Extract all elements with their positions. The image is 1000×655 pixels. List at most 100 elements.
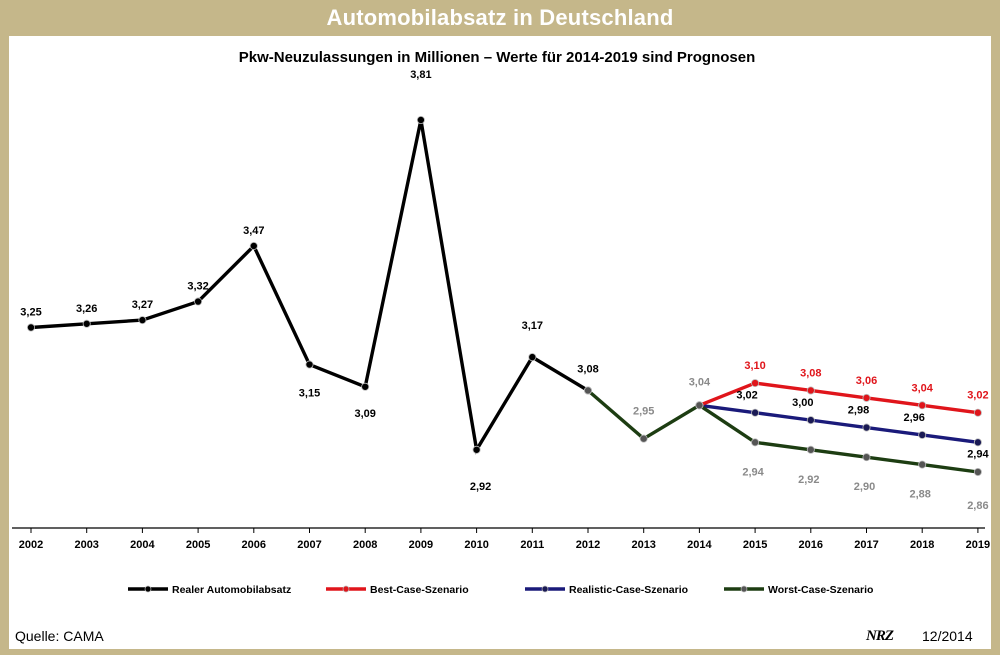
x-tick-label: 2018 bbox=[910, 539, 934, 551]
data-label-worst: 2,95 bbox=[633, 406, 654, 418]
data-point-real bbox=[305, 360, 314, 369]
data-label-real: 3,17 bbox=[522, 320, 543, 332]
x-tick-label: 2014 bbox=[687, 539, 712, 551]
data-point-real bbox=[528, 353, 537, 362]
data-label-worst: 2,94 bbox=[742, 466, 764, 478]
data-point-realistic bbox=[751, 408, 760, 417]
page-title: Automobilabsatz in Deutschland bbox=[326, 5, 674, 30]
data-label-worst: 3,04 bbox=[689, 376, 711, 388]
data-label-worst: 2,86 bbox=[967, 500, 988, 512]
data-label-best: 3,08 bbox=[800, 367, 821, 379]
series-line-worst bbox=[586, 388, 980, 474]
data-point-real bbox=[138, 316, 147, 325]
x-tick-label: 2012 bbox=[576, 539, 600, 551]
data-point-best bbox=[806, 386, 815, 395]
data-label-best: 3,02 bbox=[967, 390, 988, 402]
x-tick-label: 2004 bbox=[130, 539, 155, 551]
data-label-best: 3,04 bbox=[911, 382, 933, 394]
data-label-real: 3,08 bbox=[577, 363, 598, 375]
source-note: Quelle: CAMA bbox=[15, 628, 104, 644]
data-point-best bbox=[751, 379, 760, 388]
legend-marker-real bbox=[144, 585, 152, 593]
data-point-worst bbox=[751, 438, 760, 447]
data-point-best bbox=[918, 401, 927, 410]
x-tick-label: 2005 bbox=[186, 539, 210, 551]
data-label-realistic: 2,98 bbox=[848, 405, 869, 417]
legend-label-real: Realer Automobilabsatz bbox=[172, 584, 291, 596]
series-line-real bbox=[29, 119, 590, 455]
x-tick-label: 2016 bbox=[799, 539, 823, 551]
data-point-worst bbox=[584, 386, 593, 395]
x-tick-label: 2008 bbox=[353, 539, 377, 551]
x-tick-label: 2017 bbox=[854, 539, 878, 551]
data-label-realistic: 3,02 bbox=[736, 390, 757, 402]
x-tick-label: 2002 bbox=[19, 539, 43, 551]
x-tick-label: 2013 bbox=[631, 539, 655, 551]
data-point-real bbox=[26, 323, 35, 332]
legend: Realer Automobilabsatz Best-Case-Szenario… bbox=[128, 584, 873, 596]
data-label-real: 3,15 bbox=[299, 388, 320, 400]
series-lines bbox=[29, 119, 980, 474]
x-tick-label: 2003 bbox=[74, 539, 98, 551]
series-points bbox=[26, 116, 982, 476]
data-point-real bbox=[416, 116, 425, 125]
x-tick-label: 2006 bbox=[242, 539, 266, 551]
data-point-worst bbox=[862, 453, 871, 462]
data-point-real bbox=[194, 297, 203, 306]
publication-date: 12/2014 bbox=[922, 628, 973, 644]
publisher-logo: NRZ bbox=[866, 628, 894, 644]
data-point-best bbox=[862, 393, 871, 402]
x-tick-label: 2011 bbox=[520, 539, 544, 551]
x-tick-label: 2010 bbox=[464, 539, 488, 551]
legend-label-worst: Worst-Case-Szenario bbox=[768, 584, 873, 596]
data-label-worst: 2,90 bbox=[854, 481, 875, 493]
data-point-realistic bbox=[918, 430, 927, 439]
x-tick-label: 2015 bbox=[743, 539, 767, 551]
x-tick-label: 2019 bbox=[966, 539, 990, 551]
x-tick-label: 2009 bbox=[409, 539, 433, 551]
data-label-realistic: 2,96 bbox=[903, 412, 924, 424]
data-point-real bbox=[361, 382, 370, 391]
chart-panel bbox=[9, 36, 991, 649]
data-label-real: 3,47 bbox=[243, 225, 264, 237]
chart-title: Pkw-Neuzulassungen in Millionen – Werte … bbox=[239, 49, 756, 66]
data-label-best: 3,10 bbox=[744, 360, 765, 372]
data-label-best: 3,06 bbox=[856, 375, 877, 387]
data-labels: 3,25 3,26 3,27 3,32 3,47 3,15 3,09 3,81 2,92 3,17… bbox=[20, 69, 989, 512]
header-bar: Automobilabsatz in Deutschland bbox=[0, 0, 1000, 36]
data-label-real: 3,25 bbox=[20, 306, 41, 318]
data-label-real: 3,27 bbox=[132, 299, 153, 311]
data-label-realistic: 2,94 bbox=[967, 448, 989, 460]
x-tick-label: 2007 bbox=[297, 539, 321, 551]
series-line-best bbox=[697, 381, 980, 415]
legend-label-realistic: Realistic-Case-Szenario bbox=[569, 584, 688, 596]
data-point-real bbox=[472, 445, 481, 454]
data-point-best bbox=[973, 408, 982, 417]
data-point-realistic bbox=[806, 416, 815, 425]
data-label-real: 3,81 bbox=[410, 69, 431, 81]
data-label-worst: 2,88 bbox=[909, 489, 930, 501]
data-point-worst bbox=[695, 401, 704, 410]
data-point-worst bbox=[918, 460, 927, 469]
series-line-realistic bbox=[697, 403, 980, 445]
x-axis: 2002 2003 2004 2005 2006 2007 2008 2009 2010 2011… bbox=[12, 527, 990, 551]
legend-marker-best bbox=[342, 585, 350, 593]
data-point-worst bbox=[806, 445, 815, 454]
data-point-real bbox=[82, 319, 91, 328]
legend-label-best: Best-Case-Szenario bbox=[370, 584, 469, 596]
data-point-worst bbox=[639, 434, 648, 443]
data-label-real: 2,92 bbox=[470, 481, 491, 493]
legend-marker-worst bbox=[740, 585, 748, 593]
data-point-realistic bbox=[862, 423, 871, 432]
data-point-realistic bbox=[973, 438, 982, 447]
legend-marker-realistic bbox=[541, 585, 549, 593]
data-point-real bbox=[249, 241, 258, 250]
data-label-real: 3,32 bbox=[187, 281, 208, 293]
data-label-realistic: 3,00 bbox=[792, 397, 813, 409]
data-label-real: 3,26 bbox=[76, 303, 97, 315]
data-point-worst bbox=[973, 467, 982, 476]
data-label-real: 3,09 bbox=[354, 408, 375, 420]
data-label-worst: 2,92 bbox=[798, 474, 819, 486]
